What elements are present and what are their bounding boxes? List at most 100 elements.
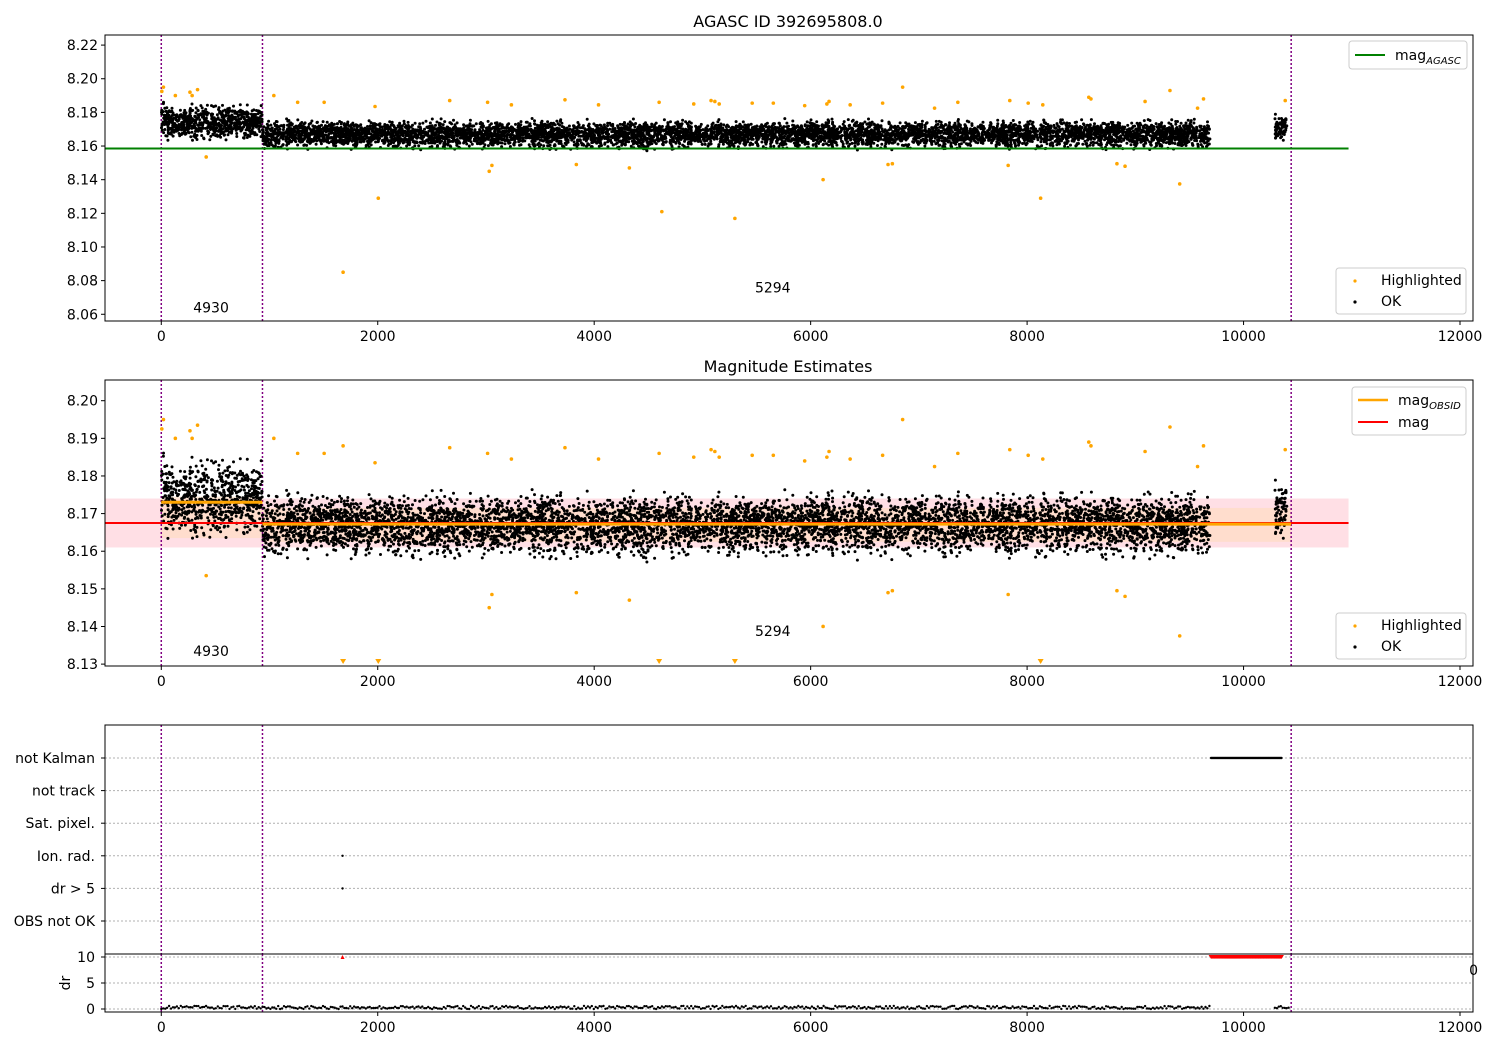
ok-point [247,128,251,132]
ok-point [209,112,213,116]
ok-point [193,135,197,139]
ok-point [174,117,178,121]
ok-point [188,109,192,113]
ok-point [689,142,693,146]
ok-point [715,134,719,138]
ok-point [1068,122,1071,125]
ok-point [1186,118,1190,122]
ok-point [189,116,193,120]
ok-point [815,120,819,124]
ok-point [555,119,559,123]
ok-point [181,122,185,126]
ok-point [629,144,633,148]
ok-point [503,139,507,143]
ok-point [211,133,215,137]
ok-point [948,121,951,125]
ok-point [1039,123,1043,127]
ok-point [180,114,184,118]
ok-point [206,120,210,124]
ok-point [181,127,185,131]
ok-point [188,121,192,125]
ok-point [202,137,206,141]
ok-point [235,124,239,128]
ok-point [421,121,425,125]
ok-point [170,129,174,133]
ok-point [194,106,198,110]
ok-point [209,128,212,131]
ok-point [1064,123,1068,127]
ok-point [1082,122,1085,126]
ok-point [310,119,314,123]
ok-point [572,143,576,147]
ok-point [201,115,204,119]
ok-point [199,113,203,117]
ok-point [1098,143,1102,147]
ok-point [438,141,442,145]
ok-point [193,114,197,118]
ok-point [548,143,552,147]
ok-point [939,120,943,124]
ok-point [388,120,392,124]
ok-point [996,118,1000,122]
ok-point [595,141,599,145]
ok-point [219,124,223,127]
ok-point [1075,120,1078,124]
ok-point [830,117,834,121]
ok-point [198,121,202,125]
ok-point [225,123,229,127]
ok-point [206,111,210,115]
ok-point [417,144,421,148]
ok-point [164,113,168,117]
ok-point [227,106,231,110]
ok-point [956,118,960,121]
ok-point [195,138,199,141]
ok-point [194,128,198,132]
ok-point [214,129,218,133]
ok-point [1013,141,1016,145]
ok-point [1111,120,1115,124]
ok-point [267,119,271,123]
ok-point [214,104,218,108]
ok-point [880,127,884,131]
ok-point [296,143,300,147]
ok-point [242,125,246,129]
ok-point [254,120,258,124]
ok-point [170,106,174,110]
ok-point [253,113,257,116]
ok-point [406,120,410,124]
ok-point [210,104,213,108]
ok-point [205,126,209,130]
ok-point [227,114,231,118]
ok-point [219,135,223,139]
ok-point [847,124,851,128]
ok-point [258,130,262,133]
ok-point [526,129,530,133]
ok-point [439,117,443,121]
ok-point [1167,121,1171,125]
ok-point [467,144,471,148]
ok-point [965,119,969,123]
ok-point [229,119,233,122]
ok-point [514,122,517,126]
ok-point [235,132,239,135]
ok-point [226,129,230,133]
ok-point [183,117,187,121]
ok-point [163,106,167,110]
ok-point [220,119,224,123]
ok-point [216,116,220,120]
ok-point [863,120,867,124]
ok-point [880,119,884,123]
ok-point [1189,137,1193,141]
ok-point [257,109,261,113]
ok-point [198,118,202,122]
ok-point [545,137,549,141]
ok-point [565,126,569,130]
panel-agasc-title: AGASC ID 392695808.0 [693,12,882,31]
ok-point [162,100,165,104]
ok-point [1071,139,1075,143]
ok-point [196,108,200,112]
ok-point [777,144,781,148]
ok-point [435,120,439,124]
ok-point [224,129,228,133]
ok-point [314,142,318,146]
